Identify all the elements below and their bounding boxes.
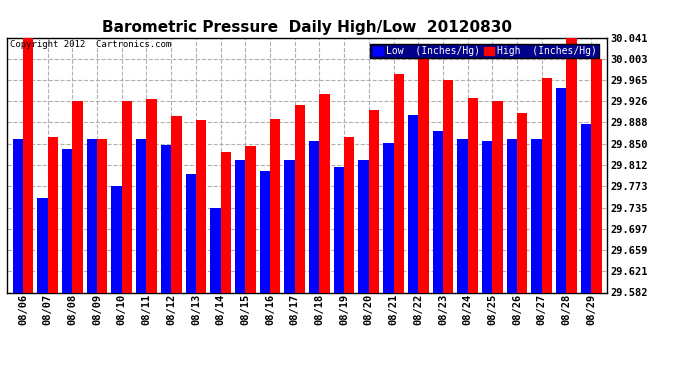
Bar xyxy=(23,38,33,292)
Bar xyxy=(295,105,305,292)
Bar xyxy=(506,139,517,292)
Bar xyxy=(493,101,503,292)
Bar xyxy=(245,146,256,292)
Bar xyxy=(259,171,270,292)
Bar xyxy=(433,131,443,292)
Bar xyxy=(186,174,196,292)
Bar xyxy=(37,198,48,292)
Bar xyxy=(369,110,380,292)
Bar xyxy=(556,88,566,292)
Bar xyxy=(161,145,171,292)
Bar xyxy=(284,160,295,292)
Legend: Low  (Inches/Hg), High  (Inches/Hg): Low (Inches/Hg), High (Inches/Hg) xyxy=(371,44,600,58)
Bar xyxy=(591,58,602,292)
Bar xyxy=(334,167,344,292)
Bar xyxy=(146,99,157,292)
Bar xyxy=(121,101,132,292)
Bar xyxy=(566,38,577,292)
Bar xyxy=(309,141,319,292)
Bar xyxy=(136,139,146,292)
Title: Barometric Pressure  Daily High/Low  20120830: Barometric Pressure Daily High/Low 20120… xyxy=(102,20,512,35)
Bar xyxy=(408,115,418,292)
Bar xyxy=(344,137,355,292)
Bar xyxy=(517,112,527,292)
Bar xyxy=(97,139,108,292)
Bar xyxy=(12,139,23,292)
Bar xyxy=(443,80,453,292)
Bar xyxy=(468,98,478,292)
Bar xyxy=(531,139,542,292)
Bar xyxy=(196,120,206,292)
Bar xyxy=(72,101,83,292)
Bar xyxy=(418,58,428,292)
Bar xyxy=(393,74,404,292)
Bar xyxy=(111,186,121,292)
Bar xyxy=(383,142,393,292)
Text: Copyright 2012  Cartronics.com: Copyright 2012 Cartronics.com xyxy=(10,40,171,49)
Bar xyxy=(270,118,280,292)
Bar xyxy=(581,124,591,292)
Bar xyxy=(210,207,221,292)
Bar xyxy=(48,137,58,292)
Bar xyxy=(482,141,493,292)
Bar xyxy=(542,78,552,292)
Bar xyxy=(221,152,231,292)
Bar xyxy=(62,149,72,292)
Bar xyxy=(358,160,369,292)
Bar xyxy=(235,160,245,292)
Bar xyxy=(87,139,97,292)
Bar xyxy=(171,116,181,292)
Bar xyxy=(457,139,468,292)
Bar xyxy=(319,94,330,292)
